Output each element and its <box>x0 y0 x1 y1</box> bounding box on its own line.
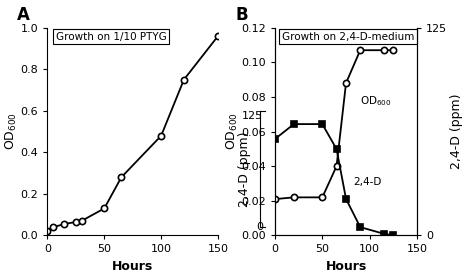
Text: 0: 0 <box>256 222 263 232</box>
Text: 125: 125 <box>242 111 263 121</box>
X-axis label: Hours: Hours <box>112 260 154 273</box>
Text: Growth on 1/10 PTYG: Growth on 1/10 PTYG <box>56 32 167 42</box>
Text: Growth on 2,4-D-medium: Growth on 2,4-D-medium <box>282 32 414 42</box>
Text: A: A <box>17 6 29 24</box>
Text: 2,4-D (ppm): 2,4-D (ppm) <box>237 131 251 207</box>
Y-axis label: 2,4-D (ppm): 2,4-D (ppm) <box>450 94 463 169</box>
X-axis label: Hours: Hours <box>325 260 367 273</box>
Y-axis label: OD$_{600}$: OD$_{600}$ <box>225 113 240 150</box>
Text: 2,4-D: 2,4-D <box>353 177 382 187</box>
Y-axis label: OD$_{600}$: OD$_{600}$ <box>4 113 19 150</box>
Text: B: B <box>235 6 248 24</box>
Text: OD$_{600}$: OD$_{600}$ <box>360 94 392 108</box>
